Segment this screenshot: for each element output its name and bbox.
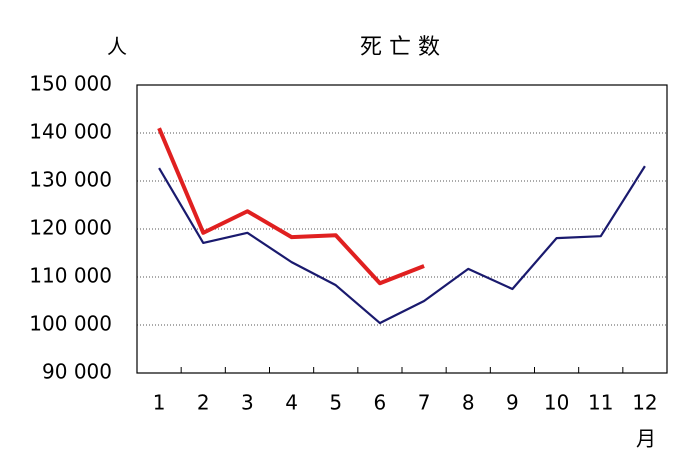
x-tick-label: 12 — [632, 391, 657, 415]
chart-title: 死 亡 数 — [360, 35, 440, 60]
y-tick-label: 150 000 — [29, 72, 112, 96]
y-tick-label: 100 000 — [29, 312, 112, 336]
x-tick-label: 11 — [588, 391, 613, 415]
y-tick-label: 130 000 — [29, 168, 112, 192]
x-tick-label: 8 — [462, 391, 475, 415]
x-tick-label: 4 — [285, 391, 298, 415]
x-tick-label: 9 — [506, 391, 519, 415]
x-tick-label: 5 — [329, 391, 342, 415]
x-tick-label: 7 — [418, 391, 431, 415]
series-line — [158, 165, 646, 325]
x-tick-label: 6 — [374, 391, 387, 415]
y-tick-label: 120 000 — [29, 216, 112, 240]
y-tick-label: 140 000 — [29, 120, 112, 144]
x-tick-label: 10 — [544, 391, 569, 415]
x-tick-label: 2 — [197, 391, 210, 415]
x-axis-label: 月 — [636, 427, 656, 451]
x-tick-label: 3 — [241, 391, 254, 415]
y-tick-label: 90 000 — [42, 360, 112, 384]
x-tick-label: 1 — [153, 391, 166, 415]
y-axis-label: 人 — [107, 35, 127, 59]
series-line — [157, 127, 425, 286]
y-tick-label: 110 000 — [29, 264, 112, 288]
